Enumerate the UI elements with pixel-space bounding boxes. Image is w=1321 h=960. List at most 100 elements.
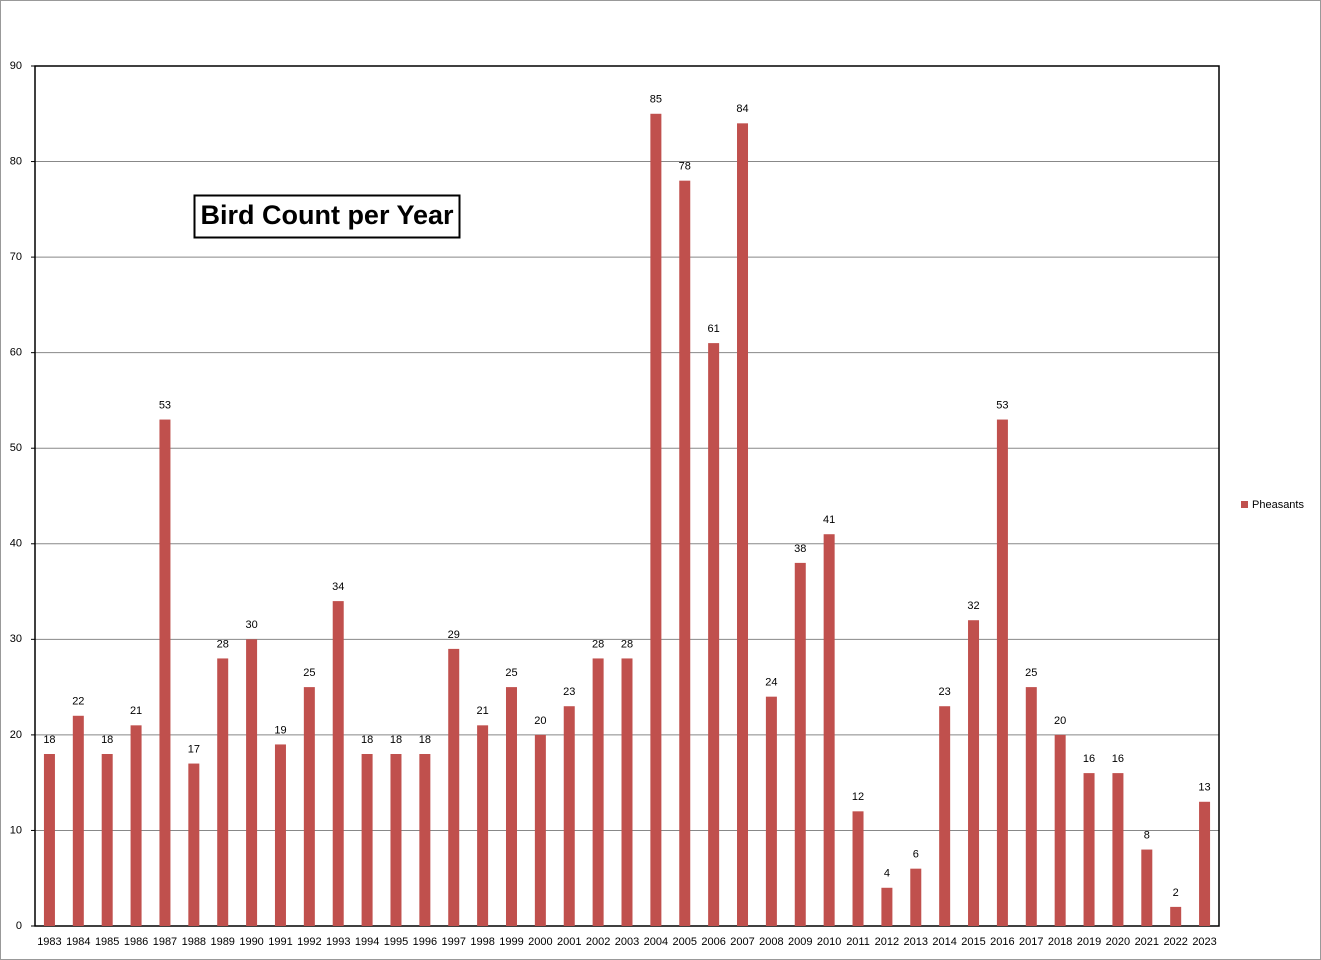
bar xyxy=(794,562,806,926)
x-tick-label: 2010 xyxy=(817,936,841,948)
data-label: 34 xyxy=(332,581,344,593)
x-tick-label: 1991 xyxy=(268,936,292,948)
data-label: 20 xyxy=(534,715,546,727)
data-label: 18 xyxy=(361,734,373,746)
data-label: 25 xyxy=(303,667,315,679)
data-label: 32 xyxy=(967,600,979,612)
y-tick-label: 40 xyxy=(10,538,22,550)
x-tick-label: 2011 xyxy=(846,936,870,948)
x-tick-label: 1994 xyxy=(355,936,379,948)
bar xyxy=(823,534,835,926)
bar xyxy=(390,754,402,926)
bar xyxy=(534,734,546,926)
data-label: 2 xyxy=(1173,887,1179,899)
x-tick-label: 2001 xyxy=(557,936,581,948)
bar xyxy=(1083,773,1095,926)
data-label: 23 xyxy=(563,686,575,698)
x-tick-label: 1997 xyxy=(441,936,465,948)
x-tick-label: 2006 xyxy=(701,936,725,948)
bar xyxy=(130,725,142,926)
bar xyxy=(910,868,922,926)
bar xyxy=(419,754,431,926)
bar xyxy=(737,123,749,927)
x-tick-label: 1988 xyxy=(182,936,206,948)
bar xyxy=(188,763,200,926)
bar xyxy=(563,706,575,926)
bar xyxy=(303,687,315,926)
x-tick-label: 1998 xyxy=(470,936,494,948)
data-label: 85 xyxy=(650,94,662,106)
bar xyxy=(1025,687,1037,926)
x-tick-label: 2022 xyxy=(1163,936,1187,948)
data-label: 28 xyxy=(217,638,229,650)
bar xyxy=(43,754,55,926)
bar xyxy=(246,639,258,926)
data-label: 41 xyxy=(823,514,835,526)
bar xyxy=(1112,773,1124,926)
bar xyxy=(505,687,517,926)
data-label: 53 xyxy=(159,399,171,411)
y-tick-label: 0 xyxy=(16,920,22,932)
x-tick-label: 1987 xyxy=(153,936,177,948)
x-tick-label: 2009 xyxy=(788,936,812,948)
y-tick-label: 50 xyxy=(10,442,22,454)
data-label: 28 xyxy=(621,638,633,650)
x-tick-label: 2023 xyxy=(1192,936,1216,948)
data-label: 12 xyxy=(852,791,864,803)
data-label: 25 xyxy=(505,667,517,679)
data-label: 30 xyxy=(245,619,257,631)
x-tick-label: 2012 xyxy=(875,936,899,948)
data-label: 23 xyxy=(939,686,951,698)
x-tick-label: 2008 xyxy=(759,936,783,948)
data-label: 13 xyxy=(1198,782,1210,794)
x-tick-label: 2007 xyxy=(730,936,754,948)
bar xyxy=(101,754,113,926)
legend-label: Pheasants xyxy=(1252,499,1304,511)
data-label: 38 xyxy=(794,543,806,555)
data-label: 53 xyxy=(996,399,1008,411)
x-tick-label: 1995 xyxy=(384,936,408,948)
x-tick-label: 2019 xyxy=(1077,936,1101,948)
chart-title: Bird Count per Year xyxy=(200,200,454,230)
data-label: 6 xyxy=(913,849,919,861)
bar xyxy=(448,648,460,926)
y-tick-label: 20 xyxy=(10,729,22,741)
x-tick-label: 1990 xyxy=(239,936,263,948)
bar xyxy=(72,715,84,926)
x-tick-label: 1986 xyxy=(124,936,148,948)
data-label: 28 xyxy=(592,638,604,650)
data-label: 22 xyxy=(72,696,84,708)
data-label: 20 xyxy=(1054,715,1066,727)
bar xyxy=(708,343,720,927)
x-tick-label: 2015 xyxy=(961,936,985,948)
x-tick-label: 2021 xyxy=(1135,936,1159,948)
x-tick-label: 1992 xyxy=(297,936,321,948)
data-label: 61 xyxy=(708,323,720,335)
y-tick-label: 30 xyxy=(10,633,22,645)
x-tick-label: 2003 xyxy=(615,936,639,948)
bar xyxy=(1141,849,1153,926)
data-label: 25 xyxy=(1025,667,1037,679)
bar xyxy=(477,725,489,926)
y-tick-label: 10 xyxy=(10,824,22,836)
bar xyxy=(996,419,1008,926)
bar xyxy=(621,658,633,926)
bar xyxy=(968,620,980,926)
bar xyxy=(679,180,691,926)
bar xyxy=(361,754,373,926)
data-label: 16 xyxy=(1112,753,1124,765)
data-label: 21 xyxy=(476,705,488,717)
x-tick-label: 2018 xyxy=(1048,936,1072,948)
data-label: 29 xyxy=(448,629,460,641)
x-tick-label: 2002 xyxy=(586,936,610,948)
x-tick-label: 2014 xyxy=(932,936,956,948)
data-label: 18 xyxy=(390,734,402,746)
bar xyxy=(1054,734,1066,926)
bar xyxy=(274,744,286,926)
bar xyxy=(765,696,777,926)
x-tick-label: 2005 xyxy=(673,936,697,948)
x-tick-label: 1983 xyxy=(37,936,61,948)
bar xyxy=(159,419,171,926)
data-label: 84 xyxy=(736,103,748,115)
